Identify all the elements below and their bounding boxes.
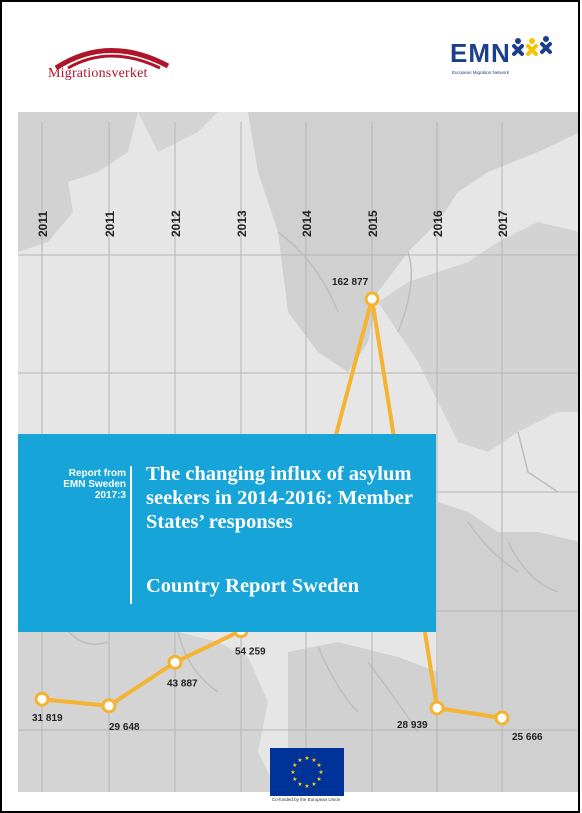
migrationsverket-logo: Migrationsverket bbox=[48, 40, 178, 86]
report-title: The changing influx of asylum seekers in… bbox=[146, 463, 413, 533]
report-subtitle: Country Report Sweden bbox=[146, 575, 359, 597]
emn-wordmark: EMN bbox=[450, 38, 511, 68]
emn-figures-icon bbox=[512, 36, 552, 56]
eu-star: ★ bbox=[290, 769, 295, 776]
footer-strip bbox=[18, 792, 578, 811]
migrationsverket-wordmark: Migrationsverket bbox=[48, 66, 148, 81]
eu-star: ★ bbox=[304, 755, 309, 762]
eu-star: ★ bbox=[297, 757, 302, 764]
title-banner: Report from EMN Sweden 2017:3 The changi… bbox=[18, 434, 436, 632]
eu-star: ★ bbox=[311, 757, 316, 764]
eu-star: ★ bbox=[304, 783, 309, 790]
banner-divider bbox=[130, 466, 132, 604]
report-series-label: Report from EMN Sweden 2017:3 bbox=[63, 468, 126, 501]
eu-star: ★ bbox=[318, 769, 323, 776]
eu-star: ★ bbox=[297, 781, 302, 788]
emn-logo: EMN European Migration Network bbox=[450, 34, 560, 86]
eu-star: ★ bbox=[316, 762, 321, 769]
eu-flag-icon: ★ ★ ★ ★ ★ ★ ★ ★ ★ ★ ★ ★ bbox=[270, 748, 344, 796]
eu-stars-icon: ★★★★★★★★★ ★ ★★ bbox=[290, 755, 323, 790]
eu-star: ★ bbox=[292, 776, 297, 783]
eu-star: ★ bbox=[292, 762, 297, 769]
eu-cofunded-caption: Co-funded by the European Union bbox=[271, 797, 341, 802]
eu-star: ★ bbox=[316, 776, 321, 783]
eu-star: ★ bbox=[311, 781, 316, 788]
arch-icon bbox=[54, 48, 170, 71]
emn-subtitle: European Migration Network bbox=[452, 70, 510, 75]
